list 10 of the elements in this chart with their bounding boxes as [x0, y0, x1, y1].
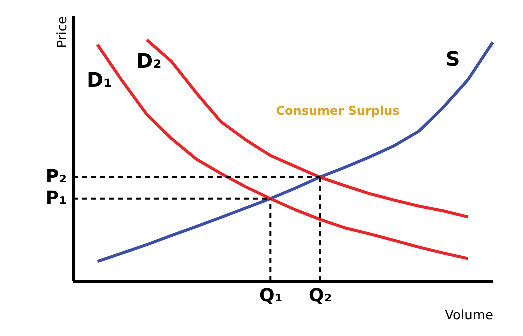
x-tick-label: Q₁	[260, 286, 283, 306]
y-axis-title: Price	[56, 16, 70, 48]
series-label: P₂	[46, 166, 67, 188]
x-tick-label: Q₂	[308, 286, 332, 306]
series-label: P₁	[46, 188, 67, 209]
series-label: S	[446, 46, 460, 71]
annotation: Consumer Surplus	[276, 104, 400, 118]
series-label: D₁	[87, 68, 112, 92]
series-label: D₂	[136, 48, 162, 73]
x-axis-title: Volume	[445, 308, 494, 324]
